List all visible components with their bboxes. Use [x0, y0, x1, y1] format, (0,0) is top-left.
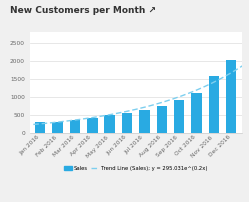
Text: New Customers per Month ↗: New Customers per Month ↗	[10, 6, 156, 15]
Bar	[226, 60, 236, 133]
Bar	[174, 100, 184, 133]
Bar	[157, 106, 167, 133]
Legend: Sales, Trend Line (Sales); y = 295.031e^(0.2x): Sales, Trend Line (Sales); y = 295.031e^…	[62, 164, 210, 173]
Bar	[53, 122, 63, 133]
Bar	[209, 76, 219, 133]
Bar	[105, 115, 115, 133]
Bar	[70, 120, 80, 133]
Bar	[87, 118, 98, 133]
Bar	[35, 122, 46, 133]
Bar	[122, 113, 132, 133]
Bar	[139, 110, 150, 133]
Bar	[191, 93, 202, 133]
